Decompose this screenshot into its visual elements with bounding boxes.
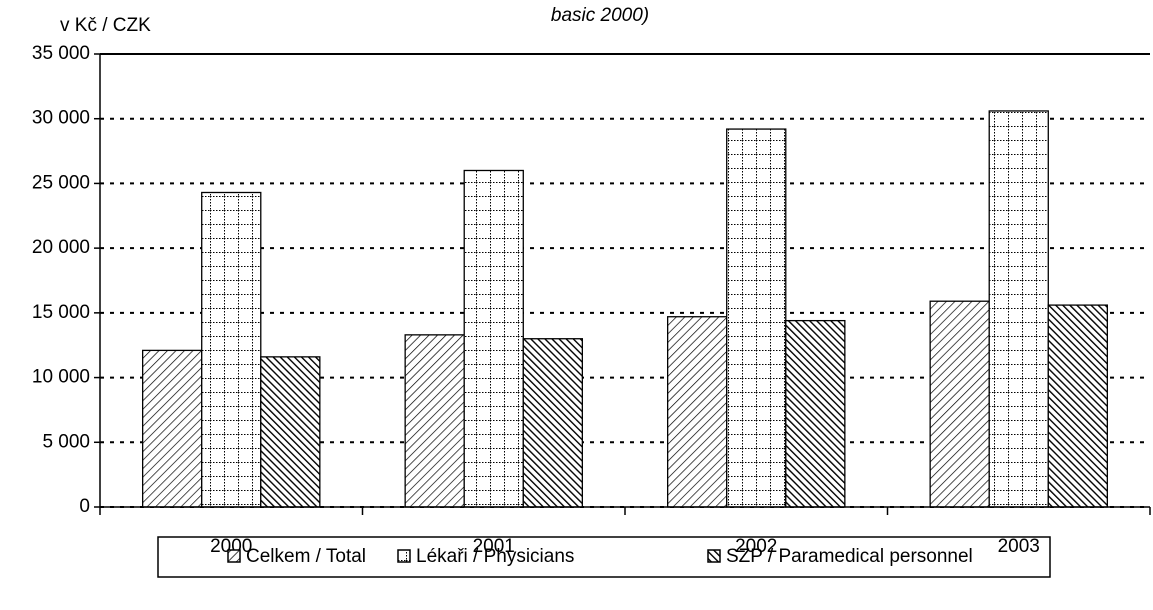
legend-box [157,536,1051,578]
bar [667,316,728,508]
bar [142,349,203,508]
x-tick-label: 2001 [473,536,515,557]
legend-swatch [227,549,241,563]
x-tick-label: 2002 [735,536,777,557]
y-tick-label: 35 000 [32,43,90,64]
legend-swatch [707,549,721,563]
y-tick-label: 25 000 [32,172,90,193]
y-tick-label: 0 [79,496,90,517]
x-tick-label: 2000 [210,536,252,557]
bar [404,334,465,508]
y-axis-label: v Kč / CZK [60,15,151,36]
x-tick-label: 2003 [998,536,1040,557]
bar [463,169,524,508]
legend-swatch [397,549,411,563]
bar [929,300,990,508]
bar [260,356,321,508]
bar [726,128,787,508]
y-tick-label: 15 000 [32,302,90,323]
legend-label: SZP / Paramedical personnel [726,546,973,567]
bar [201,191,262,508]
chart-title: basic 2000) [551,5,649,26]
legend-label: Celkem / Total [246,546,366,567]
y-tick-label: 5 000 [42,431,90,452]
y-tick-label: 30 000 [32,108,90,129]
bar [522,338,583,508]
y-tick-label: 20 000 [32,237,90,258]
bar [988,110,1049,508]
bar [785,319,846,508]
y-tick-label: 10 000 [32,367,90,388]
legend-label: Lékaři / Physicians [416,546,574,567]
bar [1047,304,1108,508]
